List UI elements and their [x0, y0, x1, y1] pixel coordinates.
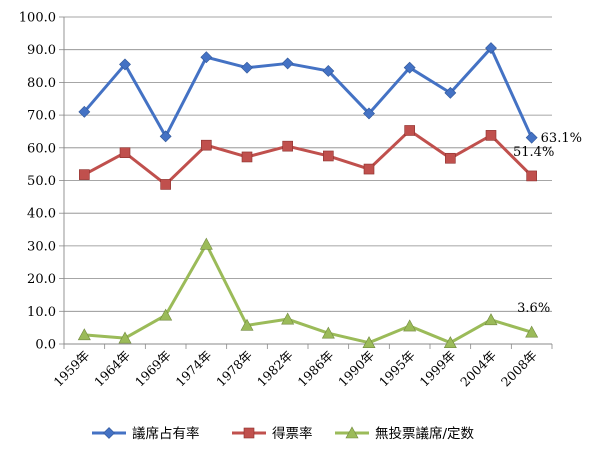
- x-tick-label: 2008年: [498, 348, 540, 390]
- data-point: [282, 140, 293, 152]
- legend-marker: [345, 426, 359, 439]
- data-point: [403, 61, 416, 74]
- y-tick-label: 30.0: [27, 239, 56, 254]
- x-tick-label: 1995年: [376, 348, 418, 390]
- y-tick-label: 60.0: [27, 141, 56, 156]
- data-point: [118, 331, 132, 344]
- data-point: [322, 65, 335, 77]
- y-axis-ticks: 0.0 10.0 20.0 30.0 40.0 50.0 60.0 70.0 80.0 90.0 1…: [19, 11, 56, 353]
- data-point: [159, 308, 173, 321]
- series-line: [84, 242, 533, 345]
- data-point: [160, 179, 171, 190]
- legend-label: 議席占有率: [132, 425, 200, 442]
- data-point: [525, 325, 539, 338]
- data-point: [119, 58, 131, 71]
- data-point: [119, 147, 131, 159]
- series-line: [83, 46, 534, 139]
- y-tick-label: 100.0: [19, 11, 56, 26]
- x-tick-label: 1982年: [254, 348, 296, 390]
- data-label: 63.1%: [541, 131, 582, 146]
- data-point: [201, 139, 212, 151]
- data-label: 51.4%: [513, 145, 554, 160]
- data-point: [281, 57, 294, 70]
- y-tick-label: 80.0: [27, 76, 56, 91]
- data-point: [323, 150, 334, 162]
- x-tick-label: 2004年: [457, 348, 499, 390]
- x-tick-label: 1959年: [51, 348, 93, 390]
- legend: 議席占有率 得票率 無投票議席/定数: [92, 425, 475, 442]
- series-line: [83, 128, 533, 186]
- legend-item: 議席占有率: [92, 425, 200, 442]
- data-point: [404, 125, 415, 136]
- data-point: [444, 86, 457, 99]
- data-point: [240, 318, 254, 331]
- x-tick-label: 1990年: [335, 348, 377, 390]
- y-tick-label: 90.0: [27, 43, 56, 58]
- data-label: 3.6%: [517, 301, 550, 316]
- data-point: [159, 130, 172, 143]
- data-point: [403, 319, 417, 332]
- data-point: [200, 51, 213, 64]
- data-point: [485, 130, 497, 141]
- series-group: [77, 42, 539, 348]
- data-labels: 63.1%51.4% 3.6%: [513, 131, 582, 316]
- legend-label: 得票率: [272, 425, 313, 442]
- data-point: [362, 336, 376, 348]
- legend-item: 無投票議席/定数: [335, 425, 475, 442]
- y-tick-label: 0.0: [35, 338, 56, 353]
- data-point: [241, 151, 253, 163]
- gridlines: [64, 16, 552, 312]
- data-point: [241, 61, 253, 74]
- series-1: [78, 42, 538, 144]
- y-tick-label: 50.0: [27, 174, 56, 189]
- data-point: [363, 107, 375, 120]
- data-point: [199, 237, 213, 250]
- data-point: [526, 170, 537, 182]
- data-point: [77, 328, 91, 341]
- data-point: [78, 105, 91, 118]
- y-tick-label: 70.0: [27, 109, 56, 124]
- data-point: [484, 313, 498, 326]
- legend-marker: [103, 427, 115, 439]
- legend-item: 得票率: [232, 425, 313, 442]
- axes: [59, 16, 553, 349]
- x-tick-label: 1974年: [173, 348, 215, 390]
- data-point: [321, 326, 335, 339]
- x-tick-label: 1978年: [213, 348, 255, 390]
- data-point: [525, 131, 538, 144]
- x-tick-label: 1969年: [132, 348, 174, 390]
- data-point: [443, 336, 457, 348]
- legend-marker: [243, 427, 255, 439]
- x-axis-ticks: 1959年1964年1969年1974年1978年1982年1986年1990年…: [51, 348, 540, 390]
- series-2: [79, 125, 537, 190]
- data-point: [485, 42, 497, 54]
- legend-label: 無投票議席/定数: [375, 425, 475, 442]
- x-tick-label: 1999年: [417, 348, 459, 390]
- y-tick-label: 20.0: [27, 272, 56, 287]
- series-3: [77, 237, 539, 348]
- x-tick-label: 1964年: [91, 348, 133, 390]
- y-tick-label: 40.0: [27, 207, 56, 222]
- x-tick-label: 1986年: [295, 348, 337, 390]
- y-tick-label: 10.0: [27, 305, 56, 320]
- data-point: [445, 152, 456, 164]
- data-point: [281, 312, 295, 325]
- data-point: [363, 163, 375, 175]
- data-point: [79, 169, 90, 180]
